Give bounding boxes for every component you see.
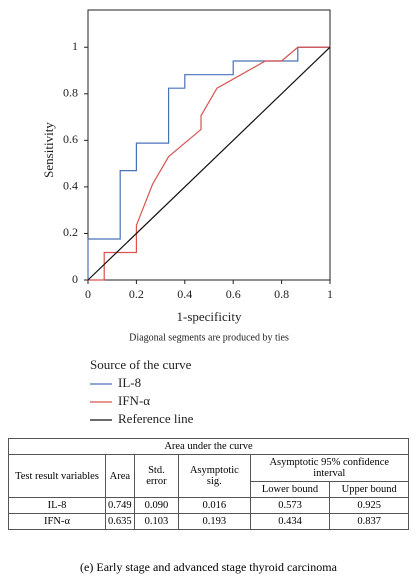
y-tick-label: 0.6 [63,132,78,146]
auc-table: Area under the curve Test result variabl… [8,438,410,530]
x-label: 1-specificity [177,309,242,324]
note: Diagonal segments are produced by ties [129,332,289,343]
y-label: Sensitivity [41,122,56,178]
roc-line [87,46,331,281]
cell: 0.016 [178,497,251,514]
cell: 0.635 [105,513,135,530]
y-tick-label: 1 [72,39,78,53]
y-tick-label: 0.2 [63,225,78,239]
cell: IL-8 [8,497,106,514]
x-tick-label: 0.8 [274,287,289,301]
table-title: Area under the curve [8,438,409,455]
y-tick-label: 0.4 [63,179,78,193]
y-tick-label: 0.8 [63,86,78,100]
subheader: Upper bound [329,481,409,498]
header: Asymptotic sig. [178,454,251,498]
cell: 0.090 [133,497,180,514]
header: Std. error [133,454,180,498]
chart: 1-specificity Sensitivity Diagonal segme… [41,9,333,426]
x-tick-label: 0.6 [226,287,241,301]
roc-line [88,46,330,281]
caption: (e) Early stage and advanced stage thyro… [80,560,337,574]
cell: 0.925 [329,497,409,514]
legend-title: Source of the curve [90,357,192,372]
cell: 0.837 [329,513,409,530]
cell: IFN-α [8,513,106,530]
x-tick-label: 0 [85,287,91,301]
x-tick-label: 0.4 [177,287,192,301]
cell: 0.573 [249,497,331,514]
cell: 0.749 [105,497,135,514]
plot-frame [87,9,331,281]
table-row: IL-8 0.749 0.090 0.016 0.573 0.925 [8,497,409,514]
legend-label: IL-8 [118,375,141,390]
table-row: IFN-α 0.635 0.103 0.193 0.434 0.837 [8,513,409,530]
legend-label: Reference line [118,411,194,426]
subheader: Lower bound [249,481,331,498]
header: Asymptotic 95% confidence interval [249,454,410,482]
x-tick-label: 1 [327,287,333,301]
cell: 0.193 [178,513,251,530]
cell: 0.434 [249,513,331,530]
header: Test result variables [8,454,106,498]
legend-label: IFN-α [118,393,150,408]
x-tick-label: 0.2 [129,287,144,301]
cell: 0.103 [133,513,180,530]
y-tick-label: 0 [72,272,78,286]
header: Area [105,454,135,498]
